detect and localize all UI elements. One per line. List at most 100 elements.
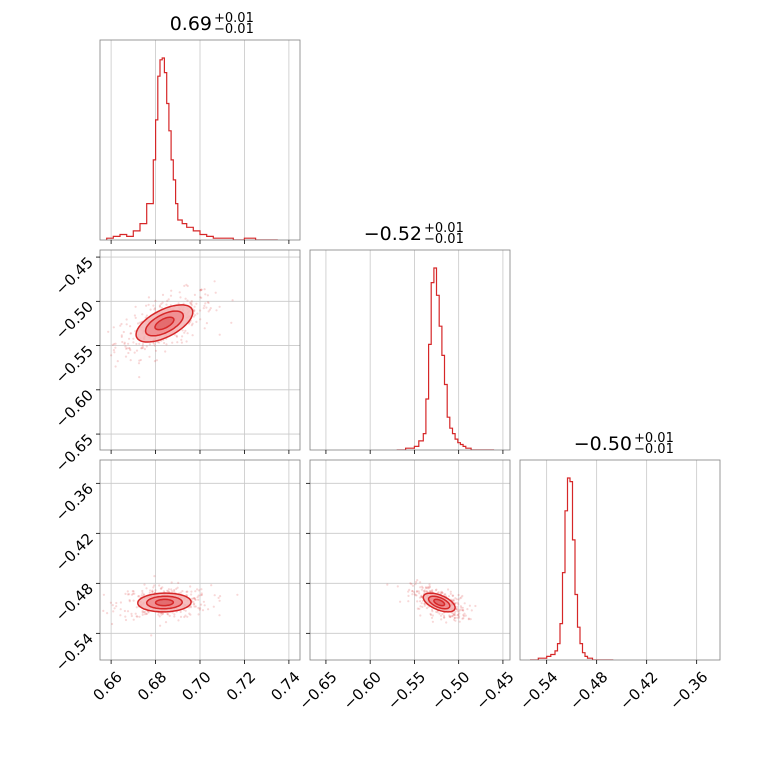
sample-point-2-1-231: [416, 607, 419, 610]
sample-point-2-1-141: [430, 608, 434, 611]
sample-point-2-1-210: [429, 613, 433, 617]
sample-point-1-0-357: [113, 342, 116, 346]
sample-point-2-1-262: [458, 608, 462, 612]
sample-point-2-1-16: [455, 607, 458, 611]
x-tick-label-1-2: −0.55: [384, 668, 429, 713]
sample-point-2-1-261: [396, 585, 399, 588]
sample-point-1-0-312: [178, 291, 181, 294]
sample-point-2-0-57: [145, 587, 148, 590]
sample-point-2-1-1: [443, 616, 446, 619]
sample-point-2-1-71: [415, 580, 418, 584]
sample-point-2-1-189: [423, 602, 427, 606]
sample-point-2-1-122: [454, 614, 457, 617]
sample-point-1-0-262: [138, 376, 141, 379]
sample-point-1-0-21: [154, 349, 158, 352]
sample-point-2-1-3: [451, 614, 454, 618]
sample-point-2-0-27: [141, 589, 144, 593]
sample-point-2-1-66: [463, 602, 466, 605]
sample-point-1-0-258: [145, 314, 148, 317]
sample-point-2-1-32: [452, 612, 455, 615]
sample-point-2-0-142: [132, 618, 135, 621]
sample-point-2-0-111: [143, 613, 146, 616]
sample-point-2-1-206: [455, 598, 458, 601]
sample-point-1-0-319: [129, 359, 132, 362]
x-tick-label-1-0: −0.65: [295, 668, 340, 713]
sample-point-2-1-311: [414, 583, 417, 586]
panel-2-0: [96, 459, 301, 664]
sample-point-2-1-135: [420, 595, 423, 598]
sample-point-2-0-324: [194, 598, 197, 602]
sample-point-1-0-39: [199, 318, 202, 321]
sample-point-2-1-348: [417, 590, 420, 593]
sample-point-2-1-160: [449, 592, 452, 596]
sample-point-2-1-93: [420, 602, 423, 605]
sample-point-2-1-315: [437, 591, 440, 594]
sample-point-1-0-253: [153, 344, 156, 347]
sample-point-1-0-279: [120, 322, 123, 326]
sample-point-2-1-327: [415, 594, 418, 597]
sample-point-2-0-201: [177, 619, 180, 622]
sample-point-2-0-186: [143, 610, 147, 614]
sample-point-2-1-40: [454, 619, 457, 622]
sample-point-2-1-286: [428, 586, 431, 589]
sample-point-1-0-283: [164, 350, 167, 353]
sample-point-1-0-14: [193, 293, 196, 296]
sample-point-2-1-169: [451, 594, 454, 597]
sample-point-1-0-112: [199, 296, 202, 299]
sample-point-2-0-338: [147, 611, 150, 614]
sample-point-1-0-182: [158, 341, 161, 344]
sample-point-2-1-221: [452, 599, 456, 602]
sample-point-2-1-173: [418, 592, 421, 595]
sample-point-1-0-314: [218, 333, 221, 336]
sample-point-1-0-42: [121, 340, 124, 344]
sample-point-1-0-28: [133, 351, 136, 354]
sample-point-2-1-250: [467, 618, 470, 621]
sample-point-2-0-108: [189, 585, 192, 588]
sample-point-2-0-143: [149, 589, 152, 592]
sample-point-2-0-168: [109, 601, 112, 604]
sample-point-2-0-198: [158, 615, 161, 618]
sample-point-2-0-199: [126, 590, 129, 593]
sample-point-2-0-122: [111, 604, 114, 607]
sample-point-1-0-222: [204, 293, 207, 296]
sample-point-2-1-225: [458, 612, 461, 615]
sample-point-2-1-351: [419, 600, 422, 603]
sample-point-2-0-258: [138, 595, 141, 598]
sample-point-2-1-358: [431, 589, 434, 592]
sample-point-2-0-206: [197, 606, 200, 610]
sample-point-1-0-359: [111, 343, 114, 346]
sample-point-2-1-99: [464, 614, 467, 617]
sample-point-1-0-285: [153, 360, 156, 363]
sample-point-1-0-272: [196, 312, 199, 315]
sample-point-1-0-316: [142, 346, 145, 349]
sample-point-2-1-10: [430, 590, 433, 593]
sample-point-1-0-30: [179, 296, 182, 299]
sample-point-1-0-43: [203, 288, 206, 291]
sample-point-2-0-165: [183, 615, 186, 619]
sample-point-2-0-125: [166, 589, 169, 592]
sample-point-1-0-132: [165, 343, 168, 346]
sample-point-1-0-24: [122, 330, 125, 334]
sample-point-2-1-178: [438, 612, 441, 615]
sample-point-2-0-309: [135, 615, 138, 618]
sample-point-1-0-94: [145, 304, 148, 307]
sample-point-1-0-142: [141, 345, 144, 348]
sample-point-1-0-243: [148, 355, 151, 358]
sample-point-2-0-275: [123, 609, 126, 613]
sample-point-2-0-141: [171, 590, 174, 593]
sample-point-1-0-242: [184, 329, 187, 332]
sample-point-1-0-62: [199, 309, 202, 312]
sample-point-2-1-264: [420, 595, 423, 599]
sample-point-2-1-109: [431, 614, 434, 617]
sample-point-2-0-59: [128, 599, 131, 602]
sample-point-2-1-199: [407, 600, 410, 603]
sample-point-1-0-147: [140, 347, 143, 350]
sample-point-1-0-346: [129, 325, 132, 328]
sample-point-1-0-111: [125, 323, 128, 326]
sample-point-2-0-276: [126, 593, 130, 596]
sample-point-2-1-21: [452, 598, 455, 601]
sample-point-2-1-47: [470, 609, 473, 612]
x-tick-label-1-3: −0.50: [428, 668, 473, 713]
sample-point-2-0-182: [193, 597, 196, 600]
sample-point-2-0-3: [141, 610, 144, 613]
